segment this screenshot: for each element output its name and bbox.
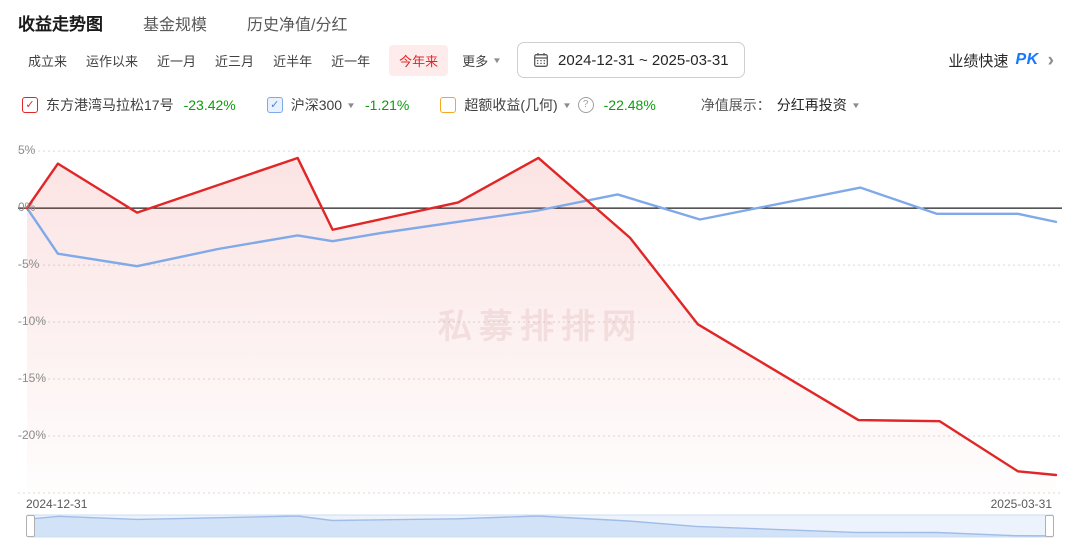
y-axis-label: 0% [18, 200, 36, 215]
nav-display-selector[interactable]: 净值展示： 分红再投资 ▼ [700, 95, 861, 115]
legend-item-excess-return[interactable]: 超额收益(几何) ▼ ? -22.48% [440, 95, 656, 115]
chevron-down-icon: ▼ [492, 55, 503, 65]
legend-value-benchmark: -1.21% [365, 97, 410, 113]
period-tab-6m[interactable]: 近半年 [273, 53, 313, 69]
period-tab-1y[interactable]: 近一年 [331, 53, 371, 69]
x-axis-end-label: 2025-03-31 [990, 497, 1052, 511]
datazoom-shadow-line [27, 515, 1054, 537]
y-axis-label: -15% [18, 371, 47, 386]
chevron-down-icon[interactable]: ▼ [561, 100, 572, 110]
more-periods-dropdown[interactable]: 更多 ▼ [462, 51, 503, 70]
period-tab-ytd[interactable]: 今年来 [389, 44, 449, 76]
datazoom-left-handle[interactable] [26, 515, 35, 537]
performance-pk-link[interactable]: 业绩快速 PK › [948, 50, 1054, 71]
datazoom-shadow-area [28, 516, 1053, 537]
calendar-icon [534, 53, 548, 67]
period-tab-since-inception[interactable]: 成立来 [28, 53, 68, 69]
chevron-down-icon[interactable]: ▼ [346, 100, 357, 110]
period-tab-3m[interactable]: 近三月 [215, 53, 255, 69]
fund-area-fill [27, 157, 1056, 494]
x-axis-start-label: 2024-12-31 [26, 497, 88, 511]
section-tabs: 收益走势图 基金规模 历史净值/分红 [18, 10, 347, 35]
benchmark-line [25, 186, 1058, 268]
date-range-value: 2024-12-31 ~ 2025-03-31 [558, 51, 729, 69]
question-circle-icon[interactable]: ? [577, 97, 594, 113]
chevron-down-icon: ▼ [850, 100, 861, 110]
nav-display-value: 分红再投资 [776, 97, 847, 113]
legend-label-benchmark: 沪深300 [290, 97, 343, 113]
y-axis-label: 5% [18, 143, 36, 158]
legend-item-fund[interactable]: ✓ 东方港湾马拉松17号 -23.42% [22, 95, 236, 115]
period-tab-1m[interactable]: 近一月 [157, 53, 197, 69]
chart-legend: ✓ 东方港湾马拉松17号 -23.42% ✓ 沪深300 ▼ -1.21% 超额… [22, 92, 1060, 118]
pk-prefix-label: 业绩快速 [948, 52, 1009, 70]
datazoom-right-handle[interactable] [1045, 515, 1054, 537]
period-tab-since-operation[interactable]: 运作以来 [86, 53, 139, 69]
nav-display-label: 净值展示： [700, 97, 771, 113]
y-axis-label: -5% [18, 257, 40, 272]
tab-history-nav-dividend[interactable]: 历史净值/分红 [247, 17, 348, 34]
tab-performance-chart[interactable]: 收益走势图 [18, 15, 103, 34]
legend-label-fund: 东方港湾马拉松17号 [46, 97, 174, 113]
legend-item-benchmark[interactable]: ✓ 沪深300 ▼ -1.21% [266, 95, 410, 115]
toolbar: 成立来 运作以来 近一月 近三月 近半年 近一年 今年来 更多 ▼ 2024-1… [28, 41, 1054, 79]
checkbox-checked-benchmark[interactable]: ✓ [266, 97, 283, 113]
chevron-right-icon: › [1047, 49, 1054, 71]
legend-value-fund: -23.42% [183, 97, 236, 113]
fund-line [25, 156, 1058, 477]
checkbox-checked-fund[interactable]: ✓ [22, 97, 38, 113]
legend-label-excess: 超额收益(几何) [464, 97, 558, 113]
more-label: 更多 [462, 53, 489, 69]
y-axis-label: -10% [18, 314, 47, 329]
pk-label: PK [1015, 51, 1039, 68]
legend-value-excess: -22.48% [603, 97, 656, 113]
date-range-picker[interactable]: 2024-12-31 ~ 2025-03-31 [517, 42, 745, 78]
checkbox-unchecked-excess[interactable] [440, 97, 457, 113]
tab-fund-scale[interactable]: 基金规模 [143, 17, 208, 34]
y-axis-label: -20% [18, 428, 47, 443]
